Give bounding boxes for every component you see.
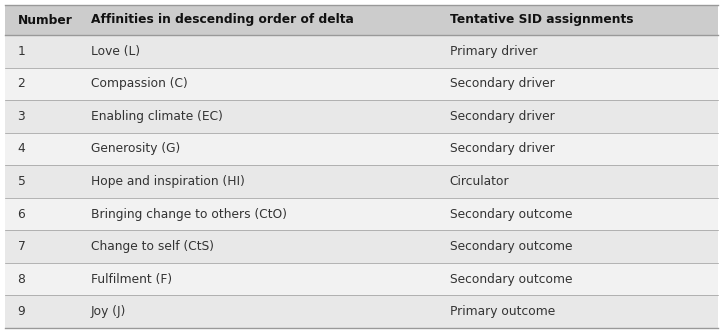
Text: Secondary outcome: Secondary outcome — [450, 273, 572, 286]
Bar — [5, 263, 718, 295]
Text: 2: 2 — [17, 77, 25, 90]
Text: Hope and inspiration (HI): Hope and inspiration (HI) — [91, 175, 245, 188]
Text: Love (L): Love (L) — [91, 45, 140, 58]
Bar — [5, 230, 718, 263]
Text: Tentative SID assignments: Tentative SID assignments — [450, 14, 633, 27]
Text: 4: 4 — [17, 143, 25, 156]
Text: 7: 7 — [17, 240, 25, 253]
Text: Primary outcome: Primary outcome — [450, 305, 555, 318]
Text: Secondary outcome: Secondary outcome — [450, 207, 572, 220]
Bar — [5, 133, 718, 165]
Text: 9: 9 — [17, 305, 25, 318]
Text: Joy (J): Joy (J) — [91, 305, 127, 318]
Text: 8: 8 — [17, 273, 25, 286]
Text: Secondary driver: Secondary driver — [450, 77, 555, 90]
Text: Secondary outcome: Secondary outcome — [450, 240, 572, 253]
Text: Compassion (C): Compassion (C) — [91, 77, 188, 90]
Bar — [5, 35, 718, 68]
Text: 5: 5 — [17, 175, 25, 188]
Text: Affinities in descending order of delta: Affinities in descending order of delta — [91, 14, 354, 27]
Text: Enabling climate (EC): Enabling climate (EC) — [91, 110, 223, 123]
Text: Secondary driver: Secondary driver — [450, 143, 555, 156]
Text: Primary driver: Primary driver — [450, 45, 537, 58]
Bar — [5, 5, 718, 35]
Text: Fulfilment (F): Fulfilment (F) — [91, 273, 172, 286]
Bar — [5, 198, 718, 230]
Text: Secondary driver: Secondary driver — [450, 110, 555, 123]
Text: Generosity (G): Generosity (G) — [91, 143, 180, 156]
Text: Bringing change to others (CtO): Bringing change to others (CtO) — [91, 207, 287, 220]
Bar — [5, 295, 718, 328]
Text: Number: Number — [17, 14, 72, 27]
Text: Change to self (CtS): Change to self (CtS) — [91, 240, 214, 253]
Text: 6: 6 — [17, 207, 25, 220]
Text: 1: 1 — [17, 45, 25, 58]
Bar — [5, 100, 718, 133]
Bar — [5, 165, 718, 198]
Text: Circulator: Circulator — [450, 175, 509, 188]
Bar — [5, 68, 718, 100]
Text: 3: 3 — [17, 110, 25, 123]
